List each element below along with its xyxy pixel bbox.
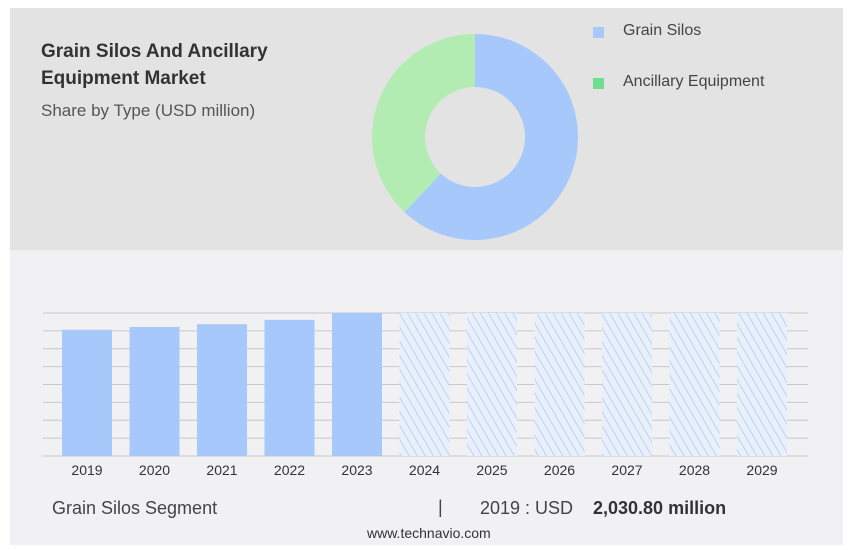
- legend-swatch-grain-silos: [593, 27, 604, 38]
- x-tick-label: 2020: [139, 462, 170, 478]
- pie-slice-grain-silos: [404, 34, 578, 240]
- x-tick-label: 2029: [746, 462, 777, 478]
- x-tick-label: 2023: [341, 462, 372, 478]
- forecast-bar-2028: [669, 313, 720, 456]
- x-tick-label: 2021: [206, 462, 237, 478]
- forecast-bar-2029: [737, 313, 787, 456]
- bar-2020: [129, 326, 180, 456]
- x-tick-label: 2025: [476, 462, 507, 478]
- bar-2023: [332, 313, 382, 456]
- chart-title: Grain Silos And Ancillary Equipment Mark…: [41, 41, 268, 89]
- pie-slice-ancillary-equipment: [371, 34, 475, 213]
- forecast-bar-2024: [399, 313, 450, 456]
- forecast-bar-2025: [467, 313, 517, 456]
- forecast-bar-2026: [534, 313, 585, 456]
- bar-2022: [264, 319, 315, 456]
- x-tick-label: 2027: [611, 462, 642, 478]
- separator: |: [438, 497, 443, 517]
- legend-grain-silos: Grain Silos: [623, 22, 702, 39]
- forecast-bar-2027: [602, 313, 652, 456]
- segment-value: 2,030.80 million: [593, 498, 727, 518]
- segment-label: Grain Silos Segment: [52, 498, 218, 518]
- legend-ancillary-equipment: Ancillary Equipment: [623, 73, 765, 90]
- year-label: 2019 : USD: [480, 498, 574, 518]
- legend-swatch-ancillary: [593, 78, 604, 89]
- site-url: www.technavio.com: [367, 525, 491, 541]
- bar-2019: [62, 329, 112, 456]
- x-tick-label: 2022: [274, 462, 305, 478]
- x-tick-label: 2026: [544, 462, 575, 478]
- bar-2021: [197, 324, 247, 456]
- x-tick-label: 2024: [409, 462, 440, 478]
- x-tick-label: 2028: [679, 462, 710, 478]
- x-tick-label: 2019: [71, 462, 102, 478]
- chart-subtitle: Share by Type (USD million): [41, 101, 256, 120]
